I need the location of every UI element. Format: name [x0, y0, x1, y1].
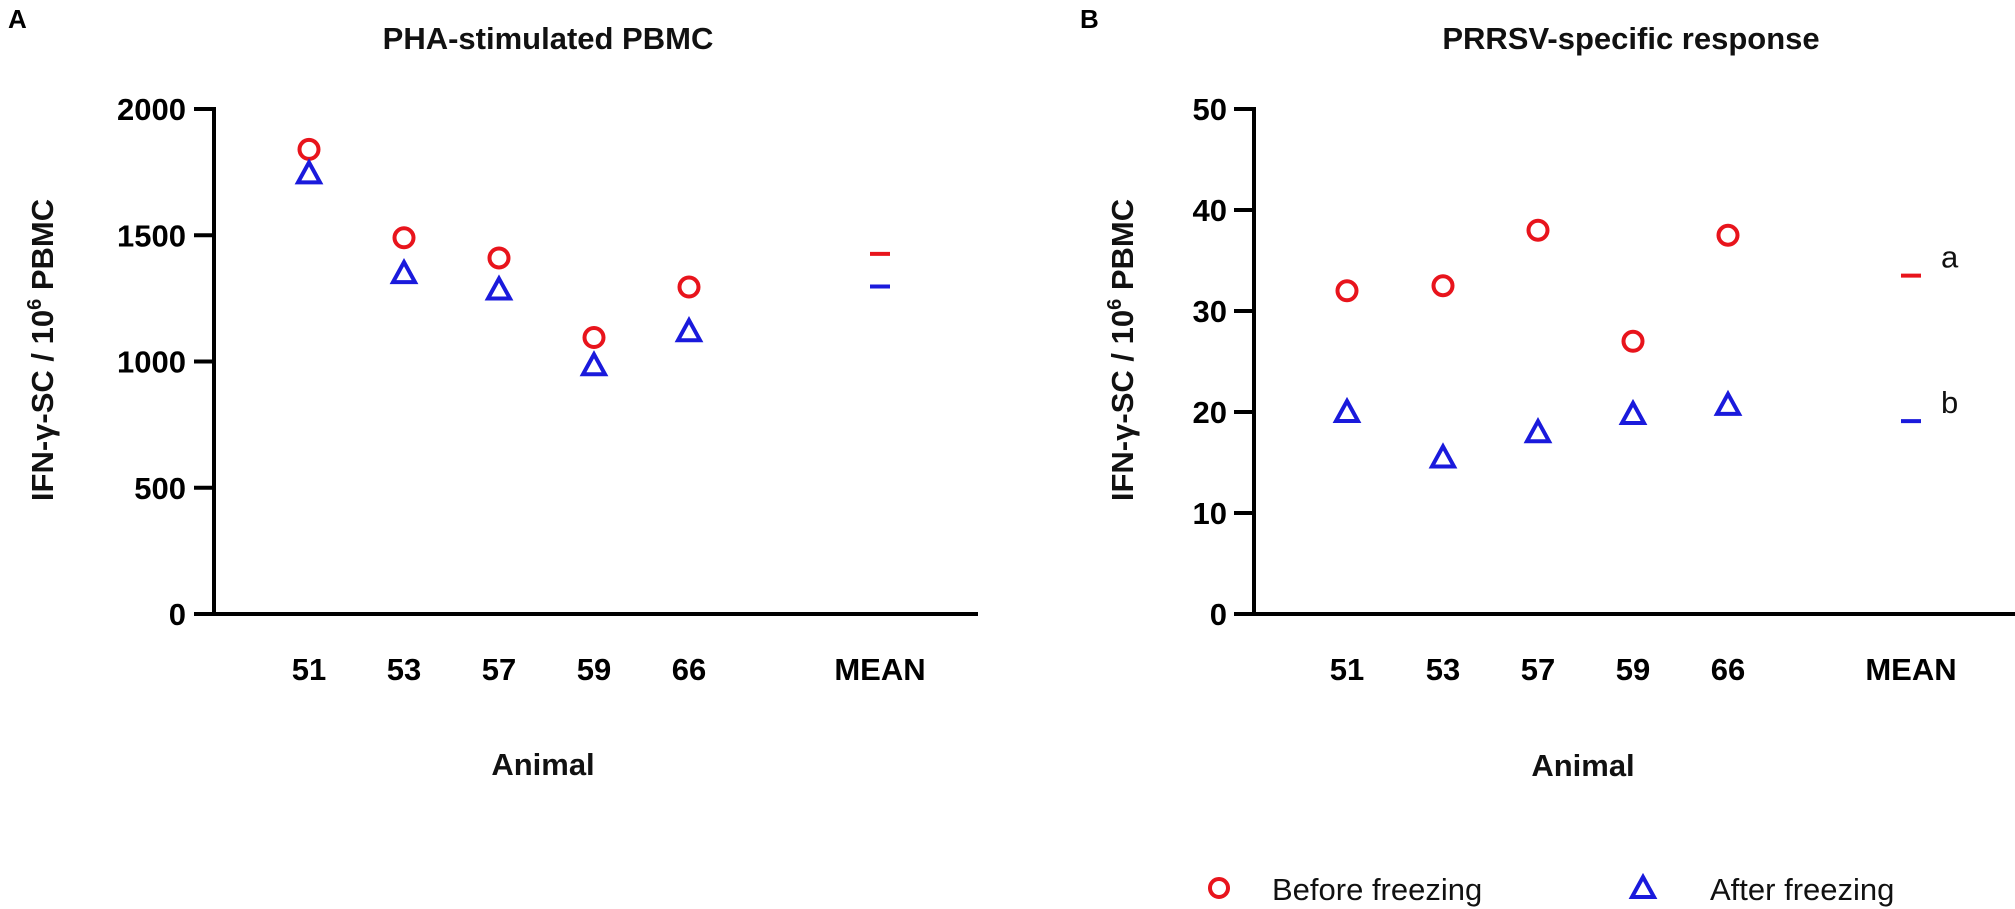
y-axis-title-main: IFN-γ-SC / 10 [1105, 310, 1140, 501]
data-point-before-freezing [1621, 329, 1645, 353]
legend-label-after: After freezing [1710, 872, 1894, 907]
y-tick-label: 1000 [117, 345, 186, 380]
panel-label: B [1080, 4, 1099, 34]
y-tick-label: 40 [1193, 193, 1227, 228]
data-point-after-freezing [294, 158, 324, 185]
y-axis-title-main: IFN-γ-SC / 10 [25, 310, 60, 501]
legend: Before freezing After freezing [1208, 872, 1894, 907]
x-tick-label: 59 [577, 652, 611, 687]
data-point-after-freezing [1713, 389, 1743, 416]
x-tick-label: 57 [1521, 652, 1555, 687]
legend-triangle-marker-icon [1628, 872, 1658, 899]
x-tick-label: 66 [672, 652, 706, 687]
data-point-after-freezing [674, 316, 704, 343]
data-point-after-freezing [579, 350, 609, 377]
data-point-after-freezing [1428, 442, 1458, 469]
legend-circle-marker-icon [1208, 877, 1230, 899]
y-tick-label: 20 [1193, 395, 1227, 430]
y-tick-label: 2000 [117, 92, 186, 127]
data-point-before-freezing [1526, 218, 1550, 242]
y-axis-title: IFN-γ-SC / 106 PBMC [24, 199, 60, 501]
y-axis-title: IFN-γ-SC / 106 PBMC [1104, 199, 1140, 501]
panel-b-chart: B PRRSV-specific response IFN-γ-SC / 106 P… [1080, 4, 2015, 783]
y-tick-label: 50 [1193, 92, 1227, 127]
legend-item-before: Before freezing [1208, 872, 1482, 907]
x-tick-label: MEAN [1865, 652, 1956, 687]
legend-label-before: Before freezing [1272, 872, 1482, 907]
x-tick-label: MEAN [834, 652, 925, 687]
chart-title: PHA-stimulated PBMC [383, 21, 714, 56]
chart-title: PRRSV-specific response [1442, 21, 1819, 56]
y-tick-label: 1500 [117, 218, 186, 253]
y-axis-title-tail: PBMC [1105, 199, 1140, 299]
x-tick-label: 66 [1711, 652, 1745, 687]
data-point-before-freezing [487, 246, 511, 270]
data-point-before-freezing [1431, 274, 1455, 298]
data-point-before-freezing [582, 326, 606, 350]
y-axis-title-tail: PBMC [25, 199, 60, 299]
y-tick-label: 0 [1210, 597, 1227, 632]
x-axis-title: Animal [491, 747, 594, 782]
data-point-before-freezing [1716, 223, 1740, 247]
data-point-after-freezing [1332, 396, 1362, 423]
x-tick-label: 51 [1330, 652, 1364, 687]
data-point-before-freezing [677, 275, 701, 299]
x-tick-label: 57 [482, 652, 516, 687]
x-tick-label: 53 [1426, 652, 1460, 687]
x-axis-title: Animal [1531, 748, 1634, 783]
legend-item-after: After freezing [1628, 872, 1894, 907]
x-tick-label: 59 [1616, 652, 1650, 687]
data-point-before-freezing [392, 226, 416, 250]
mean-significance-label: b [1941, 385, 1958, 420]
data-point-after-freezing [1618, 398, 1648, 426]
x-tick-label: 51 [292, 652, 326, 687]
y-tick-label: 30 [1193, 294, 1227, 329]
mean-significance-label: a [1941, 240, 1959, 275]
data-point-after-freezing [389, 257, 419, 285]
y-tick-label: 0 [169, 597, 186, 632]
data-point-before-freezing [297, 137, 321, 161]
x-tick-label: 53 [387, 652, 421, 687]
data-point-before-freezing [1335, 279, 1359, 303]
y-tick-label: 10 [1193, 496, 1227, 531]
y-axis-title-superscript: 6 [1104, 299, 1126, 310]
panel-a-chart: A PHA-stimulated PBMC IFN-γ-SC / 106 PBMC 0… [8, 4, 978, 782]
y-axis-title-superscript: 6 [24, 299, 46, 310]
data-point-after-freezing [484, 274, 514, 301]
y-tick-label: 500 [134, 471, 186, 506]
panel-label: A [8, 4, 27, 34]
data-point-after-freezing [1523, 417, 1553, 444]
